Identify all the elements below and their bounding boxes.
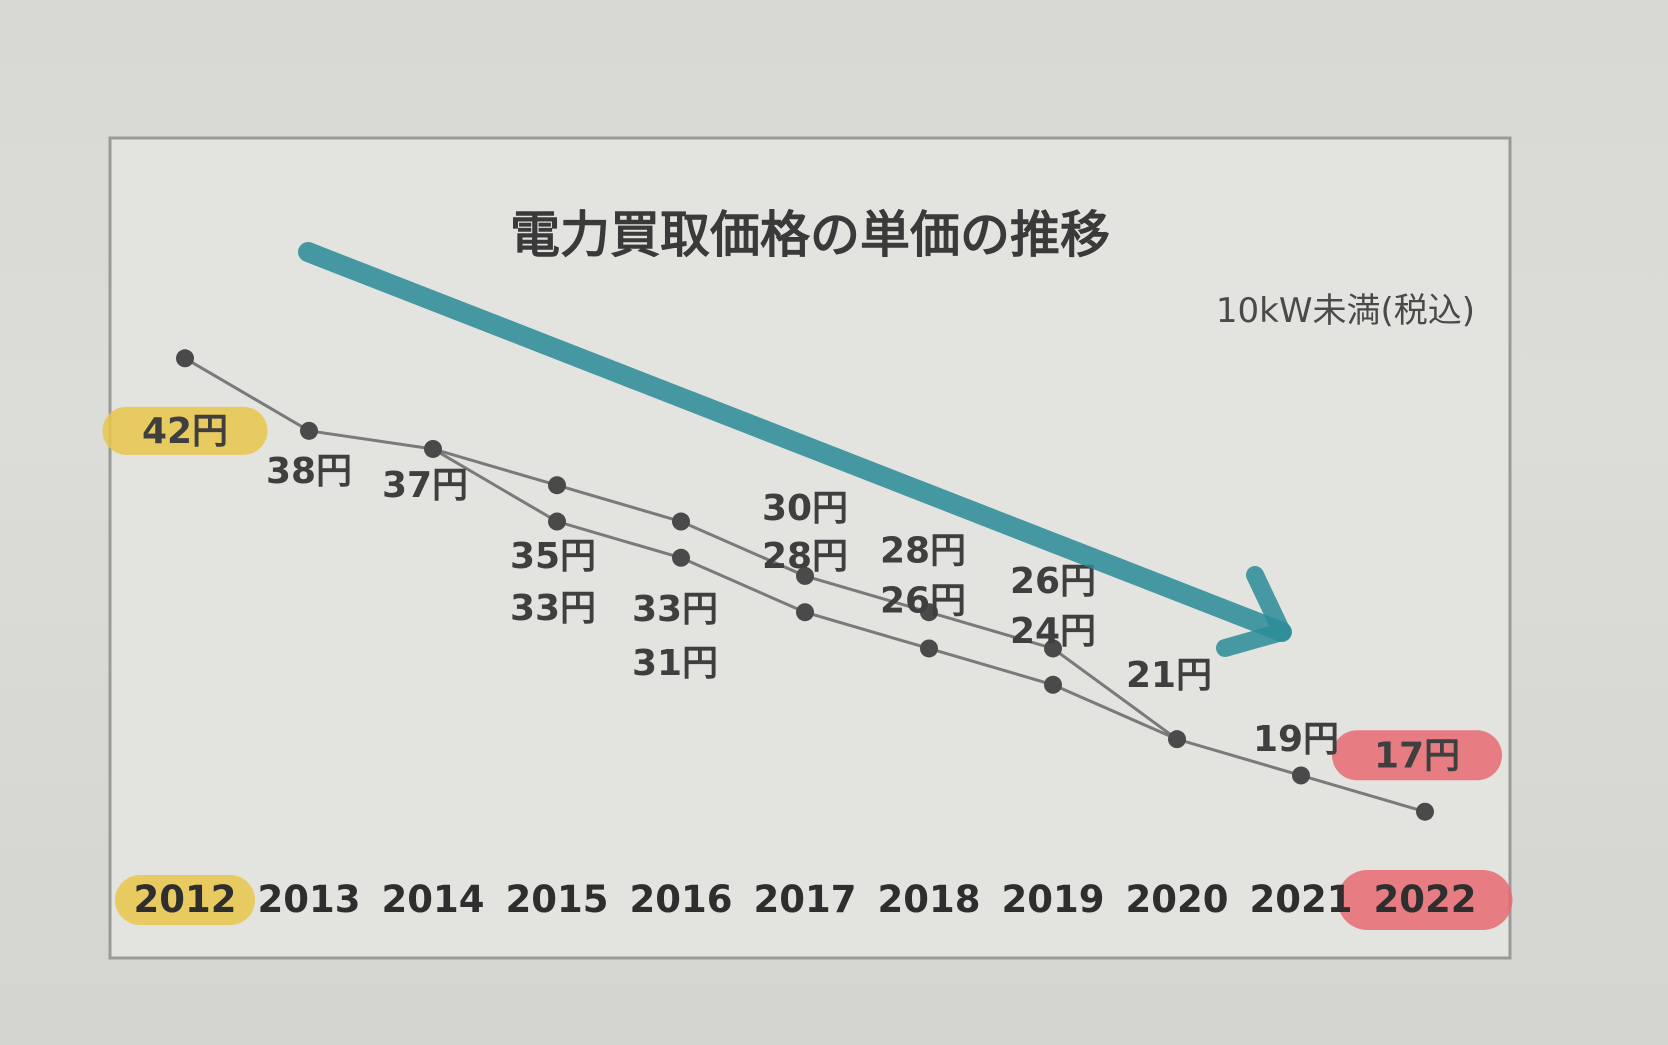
value-label-2016-7: 31円 xyxy=(632,643,718,684)
data-point-2017-30 xyxy=(796,566,814,585)
data-point-2020-21 xyxy=(1168,730,1186,749)
data-point-2018-26 xyxy=(920,639,938,658)
highlight-42円 xyxy=(102,406,268,455)
value-label-2022-16: 17円 xyxy=(1374,735,1460,776)
data-point-2015-35 xyxy=(548,476,566,495)
trend-arrow-shaft xyxy=(298,242,1292,642)
value-label-2013-2: 38円 xyxy=(266,451,352,492)
data-point-2017-28 xyxy=(796,603,814,622)
data-point-2022-17 xyxy=(1416,802,1434,821)
value-labels-layer: 42円 38円 37円 35円 33円 33円 31円 30円 28円 28円 26円 26円 24円 2… xyxy=(142,411,1460,776)
x-tick-label-2022: 2022 xyxy=(1374,878,1477,921)
x-tick-label-2021: 2021 xyxy=(1250,878,1353,921)
data-point-2021-19 xyxy=(1292,766,1310,785)
highlight-17円 xyxy=(1332,730,1502,781)
x-tick-label-2012: 2012 xyxy=(134,878,237,921)
value-label-2016-6: 33円 xyxy=(632,589,718,630)
value-label-2020-14: 21円 xyxy=(1126,655,1212,696)
value-label-2015-4: 35円 xyxy=(510,536,596,577)
highlight-layer xyxy=(102,406,1513,930)
highlight-2022 xyxy=(1337,870,1513,930)
data-point-2015-33 xyxy=(548,512,566,531)
x-tick-label-2015: 2015 xyxy=(506,878,609,921)
x-tick-label-2019: 2019 xyxy=(1002,878,1105,921)
data-point-2018-28 xyxy=(920,603,938,622)
x-tick-label-2017: 2017 xyxy=(754,878,857,921)
x-tick-label-2016: 2016 xyxy=(630,878,733,921)
value-label-2017-9: 28円 xyxy=(762,536,848,577)
trend-arrow xyxy=(298,242,1292,657)
value-label-2018-10: 28円 xyxy=(880,530,966,571)
highlight-2012 xyxy=(115,875,255,925)
data-point-2016-33 xyxy=(672,512,690,531)
value-label-2021-15: 19円 xyxy=(1253,719,1339,760)
x-tick-label-2020: 2020 xyxy=(1126,878,1229,921)
value-label-2018-11: 26円 xyxy=(880,580,966,621)
value-label-2019-12: 26円 xyxy=(1010,561,1096,602)
data-point-2014-37 xyxy=(424,439,442,458)
value-label-2019-13: 24円 xyxy=(1010,611,1096,652)
value-label-2015-5: 33円 xyxy=(510,588,596,629)
chart-title: 電力買取価格の単価の推移 xyxy=(510,206,1110,264)
value-label-2017-8: 30円 xyxy=(762,488,848,529)
x-tick-label-2018: 2018 xyxy=(878,878,981,921)
value-label-2014-3: 37円 xyxy=(382,465,468,506)
data-point-2013-38 xyxy=(300,421,318,440)
data-point-2012-42 xyxy=(176,349,194,368)
data-point-2016-31 xyxy=(672,548,690,567)
value-label-2012-1: 42円 xyxy=(142,411,228,452)
trend-arrow-head xyxy=(1216,566,1291,657)
x-tick-label-2013: 2013 xyxy=(258,878,361,921)
points-layer xyxy=(176,349,1434,821)
x-axis-labels: 2012 2013 2014 2015 2016 2017 2018 2019 2020 2021… xyxy=(134,878,1477,921)
data-point-2019-26 xyxy=(1044,639,1062,658)
data-point-2019-24 xyxy=(1044,675,1062,694)
x-tick-label-2014: 2014 xyxy=(382,878,485,921)
chart-subtitle: 10kW未満(税込) xyxy=(1216,291,1475,331)
